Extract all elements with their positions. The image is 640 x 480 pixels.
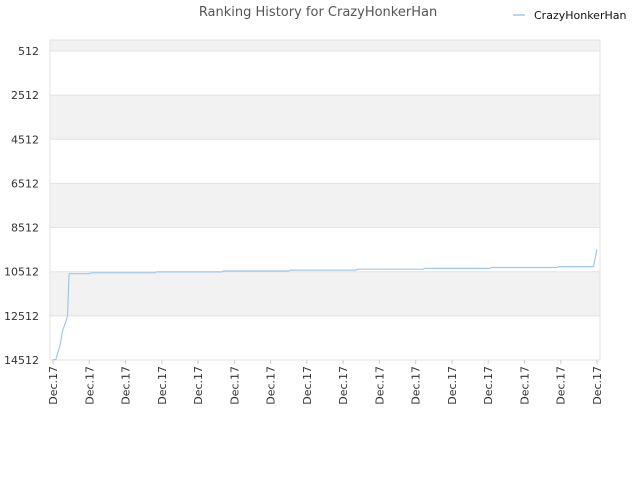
legend[interactable]: CrazyHonkerHan	[513, 9, 626, 22]
x-tick-label: Dec.17	[301, 366, 314, 405]
plot-band	[50, 95, 600, 140]
chart-title: Ranking History for CrazyHonkerHan	[199, 5, 437, 20]
x-tick-label: Dec.17	[555, 366, 568, 405]
x-tick-label: Dec.17	[337, 366, 350, 405]
plot-band	[50, 183, 600, 228]
x-tick-label: Dec.17	[482, 366, 495, 405]
x-tick-label: Dec.17	[410, 366, 423, 405]
x-axis: Dec.17 Dec.17 Dec.17 Dec.17 Dec.17 Dec.17 Dec.…	[47, 360, 604, 405]
x-tick-label: Dec.17	[156, 366, 169, 405]
x-tick-label: Dec.17	[446, 366, 459, 405]
y-axis: 512 2512 4512 6512 8512 10512 12512 14512	[4, 45, 39, 367]
y-tick-label: 2512	[11, 89, 39, 102]
y-tick-label: 6512	[11, 177, 39, 190]
x-tick-label: Dec.17	[120, 366, 133, 405]
y-tick-label: 12512	[4, 310, 39, 323]
legend-label: CrazyHonkerHan	[534, 9, 626, 22]
x-tick-label: Dec.17	[591, 366, 604, 405]
x-tick-label: Dec.17	[518, 366, 531, 405]
y-tick-label: 10512	[4, 266, 39, 279]
plot-area-border	[49, 39, 601, 361]
plot-band	[50, 271, 600, 316]
y-tick-label: 14512	[4, 354, 39, 367]
y-tick-label: 512	[18, 45, 39, 58]
plot-band	[50, 40, 600, 51]
x-tick-label: Dec.17	[47, 366, 60, 405]
plot-bands	[50, 40, 600, 361]
y-tick-label: 8512	[11, 222, 39, 235]
x-tick-label: Dec.17	[83, 366, 96, 405]
y-tick-label: 4512	[11, 133, 39, 146]
x-tick-label: Dec.17	[373, 366, 386, 405]
x-tick-label: Dec.17	[192, 366, 205, 405]
series-line	[52, 249, 598, 361]
x-tick-label: Dec.17	[265, 366, 278, 405]
x-tick-label: Dec.17	[228, 366, 241, 405]
